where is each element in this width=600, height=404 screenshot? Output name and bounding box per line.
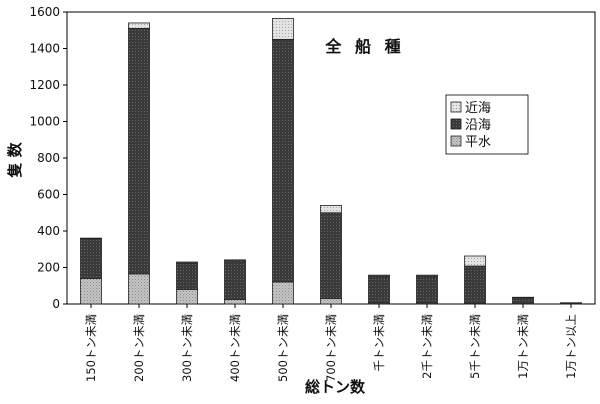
bar-4-series-1 (273, 39, 294, 282)
bar-7-series-2 (417, 275, 438, 276)
legend-swatch-0 (451, 102, 461, 112)
bar-3-series-0 (225, 299, 246, 304)
bar-3-series-2 (225, 260, 246, 261)
x-tick-label-2: 300トン未満 (180, 314, 194, 382)
bar-6-series-2 (369, 275, 390, 276)
x-tick-label-8: 5千トン未満 (468, 314, 482, 379)
x-tick-label-1: 200トン未満 (132, 314, 146, 382)
y-axis: 0 200 400 600 800 1000 1200 1400 1600 (29, 5, 67, 311)
bar-2-series-1 (177, 263, 198, 289)
bar-8-series-2 (465, 256, 486, 266)
bar-4-series-2 (273, 18, 294, 39)
bar-9-series-1 (513, 298, 534, 304)
x-tick-label-10: 1万トン以上 (564, 314, 578, 379)
bar-1-series-2 (129, 23, 150, 28)
bar-3-series-1 (225, 261, 246, 300)
x-tick-label-6: 千トン未満 (372, 314, 386, 372)
bar-1-series-1 (129, 28, 150, 273)
x-tick-label-3: 400トン未満 (228, 314, 242, 382)
chart-title: 全 船 種 (324, 37, 404, 56)
bar-7-series-1 (417, 276, 438, 303)
bar-0-series-1 (81, 239, 102, 279)
x-axis-title: 総トン数 (305, 378, 366, 396)
y-tick-label-4: 800 (37, 151, 60, 165)
bar-5-series-0 (321, 299, 342, 304)
x-tick-label-9: 1万トン未満 (516, 314, 530, 379)
x-tick-label-7: 2千トン未満 (420, 314, 434, 379)
legend-label-0: 近海 (465, 101, 491, 116)
bar-5-series-1 (321, 213, 342, 299)
y-axis-title: 隻 数 (6, 141, 24, 178)
y-tick-label-5: 1000 (29, 115, 60, 129)
bar-0-series-2 (81, 238, 102, 239)
legend-label-2: 平水 (465, 135, 491, 150)
bar-6-series-1 (369, 276, 390, 303)
x-tick-label-4: 500トン未満 (276, 314, 290, 382)
y-tick-label-7: 1400 (29, 42, 60, 56)
bar-1-series-0 (129, 274, 150, 304)
bar-5-series-2 (321, 205, 342, 212)
legend-swatch-2 (451, 136, 461, 146)
x-axis-labels: 150トン未満 200トン未満 300トン未満 400トン未満 500トン未満 700トン… (84, 304, 578, 382)
y-tick-label-0: 0 (52, 297, 60, 311)
y-tick-label-2: 400 (37, 224, 60, 238)
y-tick-label-6: 1200 (29, 78, 60, 92)
x-tick-label-5: 700トン未満 (324, 314, 338, 382)
legend-label-1: 沿海 (465, 118, 491, 133)
bar-0-series-0 (81, 278, 102, 304)
bar-2-series-0 (177, 289, 198, 304)
y-tick-label-8: 1600 (29, 5, 60, 19)
bar-2-series-2 (177, 262, 198, 263)
x-tick-label-0: 150トン未満 (84, 314, 98, 382)
y-tick-label-3: 600 (37, 188, 60, 202)
bar-8-series-1 (465, 266, 486, 303)
bar-4-series-0 (273, 282, 294, 304)
y-tick-label-1: 200 (37, 261, 60, 275)
legend-swatch-1 (451, 119, 461, 129)
